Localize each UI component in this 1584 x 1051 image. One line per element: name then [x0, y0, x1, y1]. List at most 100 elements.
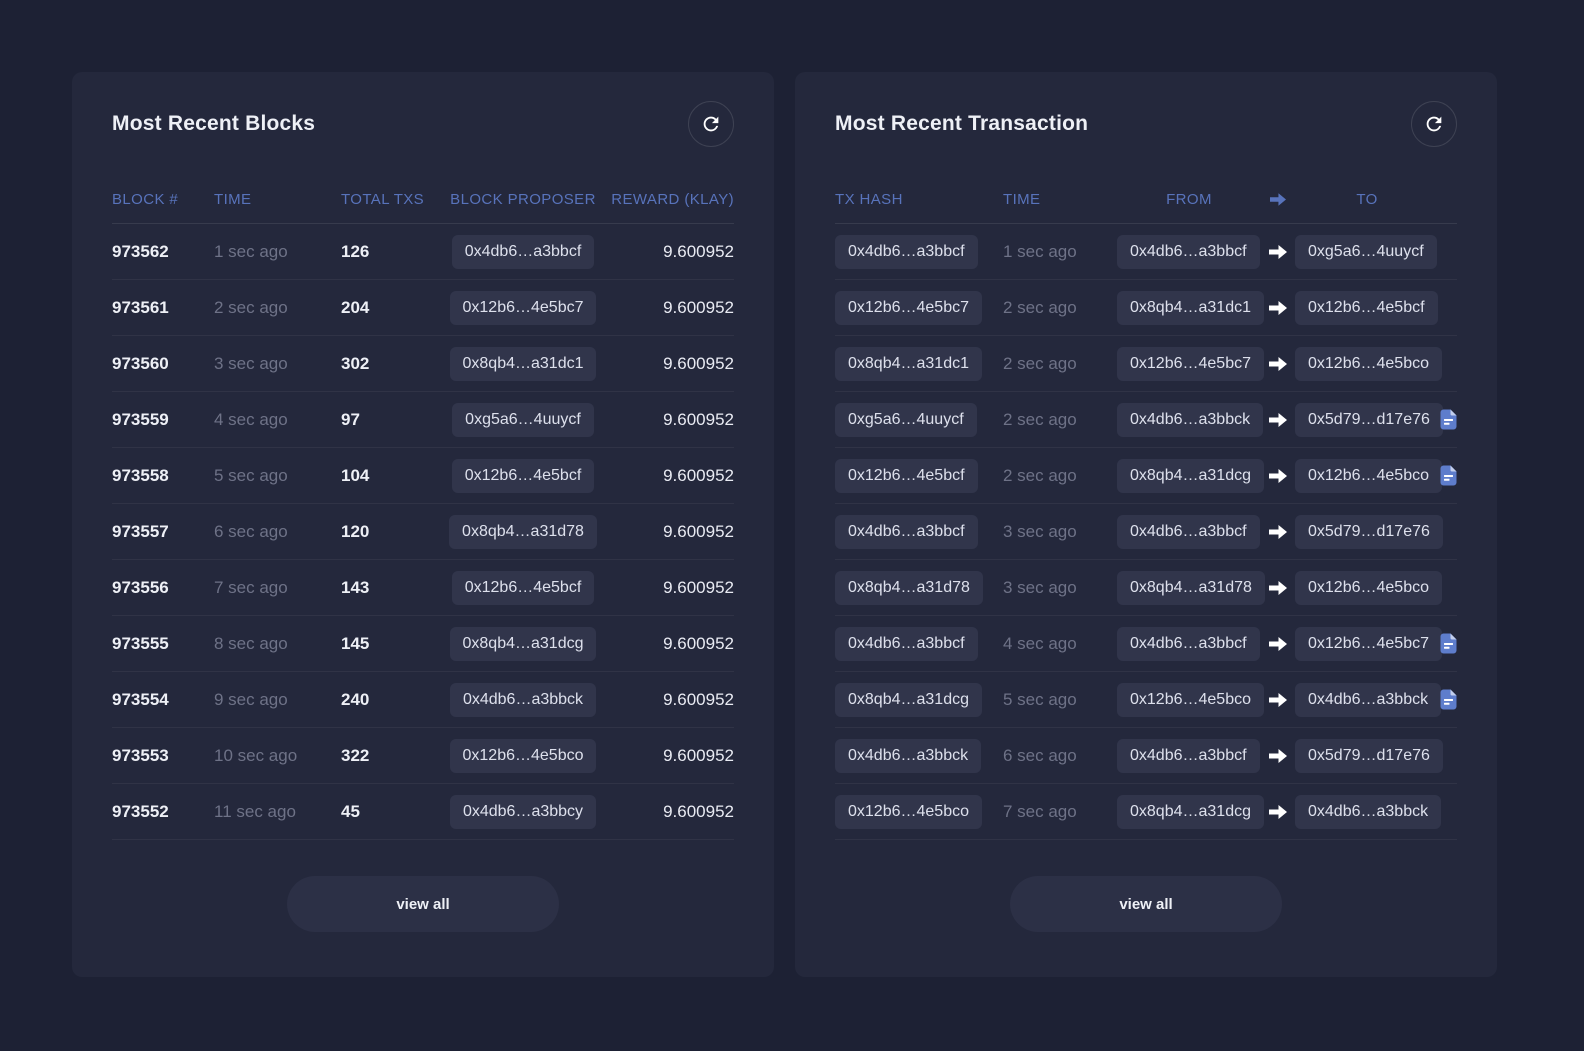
- block-number[interactable]: 973554: [112, 689, 169, 709]
- from-address-chip[interactable]: 0x12b6…4e5bco: [1117, 682, 1264, 717]
- from-address-chip[interactable]: 0x8qb4…a31dcg: [1117, 794, 1264, 829]
- tx-hash-chip[interactable]: 0xg5a6…4uuycf: [835, 402, 977, 437]
- block-number[interactable]: 973561: [112, 297, 169, 317]
- col-tx-hash: TX HASH: [835, 191, 903, 208]
- block-time: 4 sec ago: [214, 409, 288, 429]
- blocks-table: 973562 1 sec ago 126 0x4db6…a3bbcf 9.600…: [112, 224, 734, 840]
- block-number[interactable]: 973552: [112, 801, 169, 821]
- recent-transactions-title: Most Recent Transaction: [835, 112, 1089, 135]
- block-proposer-chip[interactable]: 0x8qb4…a31dcg: [449, 626, 597, 661]
- block-number[interactable]: 973558: [112, 465, 169, 485]
- tx-time: 1 sec ago: [1003, 241, 1077, 261]
- block-number[interactable]: 973553: [112, 745, 169, 765]
- block-row: 973552 11 sec ago 45 0x4db6…a3bbcy 9.600…: [112, 784, 734, 840]
- tx-hash-chip[interactable]: 0x12b6…4e5bco: [835, 794, 982, 829]
- tx-hash-chip[interactable]: 0x4db6…a3bbcf: [835, 234, 978, 269]
- to-address-chip[interactable]: 0x12b6…4e5bco: [1295, 570, 1442, 605]
- to-address-chip[interactable]: 0x4db6…a3bbck: [1295, 682, 1442, 717]
- dashboard-panels: Most Recent Blocks BLOCK # TIME TOTAL TX…: [72, 72, 1497, 977]
- total-txs-value: 302: [341, 353, 370, 373]
- to-address-chip[interactable]: 0x12b6…4e5bc7: [1295, 626, 1442, 661]
- block-proposer-chip[interactable]: 0x8qb4…a31d78: [449, 514, 597, 549]
- block-proposer-chip[interactable]: 0x12b6…4e5bcf: [451, 570, 595, 605]
- transaction-row: 0x8qb4…a31d78 3 sec ago 0x8qb4…a31d78 0x…: [835, 560, 1457, 616]
- from-address-chip[interactable]: 0x4db6…a3bbcf: [1117, 514, 1260, 549]
- from-address-chip[interactable]: 0x4db6…a3bbck: [1117, 402, 1264, 437]
- block-number[interactable]: 973555: [112, 633, 169, 653]
- tx-hash-chip[interactable]: 0x12b6…4e5bcf: [835, 458, 978, 493]
- block-number[interactable]: 973556: [112, 577, 169, 597]
- transaction-row: 0x4db6…a3bbcf 4 sec ago 0x4db6…a3bbcf 0x…: [835, 616, 1457, 672]
- document-icon: [1439, 465, 1457, 486]
- arrow-right-icon: [1261, 412, 1295, 427]
- block-row: 973555 8 sec ago 145 0x8qb4…a31dcg 9.600…: [112, 616, 734, 672]
- block-proposer-chip[interactable]: 0x8qb4…a31dc1: [449, 346, 597, 381]
- total-txs-value: 145: [341, 633, 370, 653]
- arrow-right-icon: [1261, 193, 1295, 206]
- from-address-chip[interactable]: 0x8qb4…a31d78: [1117, 570, 1265, 605]
- refresh-button[interactable]: [1411, 101, 1457, 147]
- from-address-chip[interactable]: 0x8qb4…a31dc1: [1117, 290, 1264, 325]
- tx-hash-chip[interactable]: 0x4db6…a3bbck: [835, 738, 982, 773]
- arrow-right-icon: [1261, 244, 1295, 259]
- block-proposer-chip[interactable]: 0x12b6…4e5bc7: [449, 290, 597, 325]
- transaction-row: 0x8qb4…a31dc1 2 sec ago 0x12b6…4e5bc7 0x…: [835, 336, 1457, 392]
- document-icon: [1439, 689, 1457, 710]
- tx-time: 3 sec ago: [1003, 577, 1077, 597]
- transaction-row: 0x8qb4…a31dcg 5 sec ago 0x12b6…4e5bco 0x…: [835, 672, 1457, 728]
- refresh-button[interactable]: [688, 101, 734, 147]
- document-icon: [1439, 409, 1457, 430]
- tx-time: 2 sec ago: [1003, 297, 1077, 317]
- block-number[interactable]: 973559: [112, 409, 169, 429]
- from-address-chip[interactable]: 0x8qb4…a31dcg: [1117, 458, 1264, 493]
- block-proposer-chip[interactable]: 0x4db6…a3bbcy: [449, 794, 597, 829]
- to-address-chip[interactable]: 0x12b6…4e5bco: [1295, 346, 1442, 381]
- transactions-table: 0x4db6…a3bbcf 1 sec ago 0x4db6…a3bbcf 0x…: [835, 224, 1457, 840]
- block-time: 11 sec ago: [214, 801, 296, 821]
- block-proposer-chip[interactable]: 0x12b6…4e5bcf: [451, 458, 595, 493]
- transactions-view-all-button[interactable]: view all: [1010, 876, 1282, 932]
- tx-hash-chip[interactable]: 0x4db6…a3bbcf: [835, 514, 978, 549]
- recent-blocks-title: Most Recent Blocks: [112, 112, 316, 135]
- block-number[interactable]: 973557: [112, 521, 169, 541]
- to-address-chip[interactable]: 0x5d79…d17e76: [1295, 738, 1443, 773]
- transaction-row: 0xg5a6…4uuycf 2 sec ago 0x4db6…a3bbck 0x…: [835, 392, 1457, 448]
- tx-time: 3 sec ago: [1003, 521, 1077, 541]
- tx-time: 2 sec ago: [1003, 465, 1077, 485]
- block-time: 1 sec ago: [214, 241, 288, 261]
- total-txs-value: 120: [341, 521, 370, 541]
- tx-hash-chip[interactable]: 0x12b6…4e5bc7: [835, 290, 982, 325]
- total-txs-value: 322: [341, 745, 370, 765]
- to-address-chip[interactable]: 0xg5a6…4uuycf: [1295, 234, 1437, 269]
- from-address-chip[interactable]: 0x4db6…a3bbcf: [1117, 234, 1260, 269]
- to-address-chip[interactable]: 0x5d79…d17e76: [1295, 514, 1443, 549]
- recent-blocks-header: Most Recent Blocks: [112, 72, 734, 176]
- tx-hash-chip[interactable]: 0x8qb4…a31dcg: [835, 682, 982, 717]
- block-number[interactable]: 973560: [112, 353, 169, 373]
- arrow-right-icon: [1261, 524, 1295, 539]
- block-proposer-chip[interactable]: 0x12b6…4e5bco: [449, 738, 597, 773]
- block-number[interactable]: 973562: [112, 241, 169, 261]
- col-total-txs: TOTAL TXS: [341, 191, 425, 208]
- block-proposer-chip[interactable]: 0x4db6…a3bbcf: [451, 234, 595, 269]
- to-address-chip[interactable]: 0x5d79…d17e76: [1295, 402, 1443, 437]
- tx-hash-chip[interactable]: 0x4db6…a3bbcf: [835, 626, 978, 661]
- block-time: 2 sec ago: [214, 297, 288, 317]
- block-proposer-chip[interactable]: 0x4db6…a3bbck: [449, 682, 597, 717]
- reward-value: 9.600952: [663, 241, 734, 261]
- blocks-view-all-button[interactable]: view all: [287, 876, 559, 932]
- from-address-chip[interactable]: 0x4db6…a3bbcf: [1117, 626, 1260, 661]
- block-proposer-chip[interactable]: 0xg5a6…4uuycf: [452, 402, 594, 437]
- to-address-chip[interactable]: 0x4db6…a3bbck: [1295, 794, 1442, 829]
- from-address-chip[interactable]: 0x12b6…4e5bc7: [1117, 346, 1264, 381]
- to-address-chip[interactable]: 0x12b6…4e5bcf: [1295, 290, 1438, 325]
- block-time: 8 sec ago: [214, 633, 288, 653]
- tx-hash-chip[interactable]: 0x8qb4…a31dc1: [835, 346, 982, 381]
- reward-value: 9.600952: [663, 801, 734, 821]
- tx-hash-chip[interactable]: 0x8qb4…a31d78: [835, 570, 983, 605]
- total-txs-value: 126: [341, 241, 370, 261]
- from-address-chip[interactable]: 0x4db6…a3bbcf: [1117, 738, 1260, 773]
- reward-value: 9.600952: [663, 577, 734, 597]
- arrow-right-icon: [1261, 468, 1295, 483]
- to-address-chip[interactable]: 0x12b6…4e5bco: [1295, 458, 1442, 493]
